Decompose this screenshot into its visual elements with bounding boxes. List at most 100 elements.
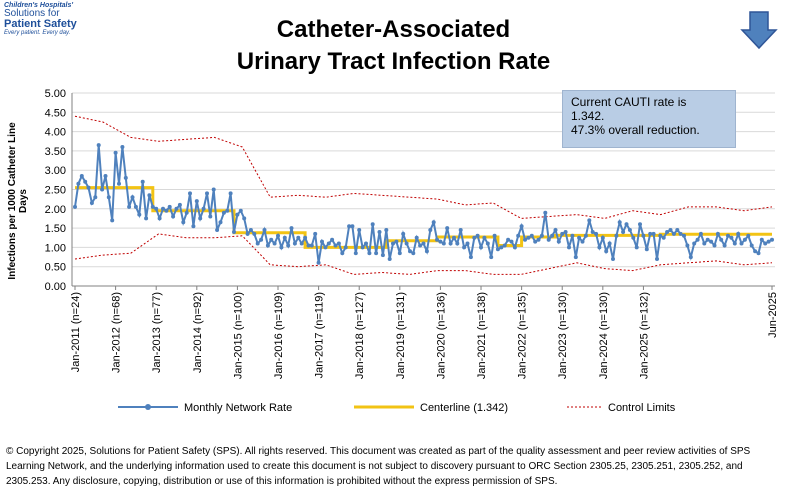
monthly-rate-point <box>340 251 345 256</box>
x-tick-label: Jan-2016 (n=109) <box>273 292 285 379</box>
monthly-rate-point <box>364 241 368 246</box>
monthly-rate-point <box>289 226 294 231</box>
monthly-rate-point <box>320 239 324 244</box>
monthly-rate-point <box>133 204 138 209</box>
monthly-rate-point <box>567 245 571 250</box>
monthly-rate-point <box>475 233 480 238</box>
monthly-rate-point <box>188 191 192 196</box>
monthly-rate-point <box>117 181 121 186</box>
monthly-rate-point <box>746 233 751 238</box>
monthly-rate-point <box>458 228 463 232</box>
monthly-rate-point <box>614 233 619 238</box>
callout-line-2: 1.342. <box>571 109 605 123</box>
monthly-rate-point <box>292 241 297 246</box>
monthly-rate-point <box>465 241 470 246</box>
monthly-rate-point <box>648 231 653 236</box>
monthly-rate-point <box>225 208 230 213</box>
monthly-rate-point <box>519 224 524 229</box>
monthly-rate-point <box>130 195 135 200</box>
monthly-rate-point <box>431 220 436 225</box>
monthly-rate-point <box>502 243 507 248</box>
monthly-rate-point <box>401 231 406 236</box>
x-tick-label: Jan-2023 (n=130) <box>557 292 569 379</box>
monthly-rate-point <box>408 249 412 254</box>
monthly-rate-point <box>468 255 473 260</box>
monthly-rate-point <box>235 212 240 217</box>
monthly-rate-point <box>248 228 253 232</box>
monthly-rate-point <box>411 251 416 256</box>
monthly-rate-point <box>580 239 585 244</box>
monthly-rate-point <box>702 241 707 246</box>
x-tick-label: Jun-2025 <box>767 292 779 338</box>
monthly-rate-point <box>171 214 176 219</box>
monthly-rate-point <box>73 204 77 209</box>
monthly-rate-point <box>421 241 426 246</box>
monthly-rate-point <box>678 231 683 236</box>
x-tick-label: Jan-2014 (n=92) <box>192 292 204 373</box>
monthly-rate-point <box>113 150 118 155</box>
monthly-rate-point <box>712 243 717 248</box>
x-tick-label: Jan-2017 (n=119) <box>314 292 326 378</box>
monthly-rate-point <box>655 257 659 261</box>
monthly-rate-point <box>259 237 264 242</box>
monthly-rate-point <box>262 228 267 232</box>
monthly-rate-point <box>127 204 132 209</box>
monthly-rate-point <box>316 260 321 265</box>
x-tick-label: Jan-2011 (n=24) <box>70 292 82 372</box>
upper-control-limit <box>74 115 773 219</box>
logo-tagline: Every patient. Every day. <box>4 30 71 36</box>
monthly-rate-point <box>441 241 446 246</box>
monthly-rate-point <box>296 235 301 240</box>
monthly-rate-point <box>397 251 402 256</box>
callout-line-3: 47.3% overall reduction. <box>571 123 700 137</box>
monthly-rate-point <box>661 235 666 240</box>
monthly-rate-point <box>631 235 636 240</box>
monthly-rate-point <box>265 243 270 248</box>
monthly-rate-point <box>438 239 443 244</box>
monthly-rate-point <box>550 233 555 238</box>
monthly-rate-point <box>157 216 162 221</box>
monthly-rate-point <box>719 237 724 242</box>
x-tick-label: Jan-2025 (n=132) <box>638 292 650 379</box>
monthly-rate-point <box>692 241 697 246</box>
monthly-rate-point <box>594 231 599 236</box>
monthly-rate-point <box>489 255 494 260</box>
monthly-rate-point <box>445 226 450 231</box>
monthly-rate-point <box>391 241 395 246</box>
monthly-rate-point <box>238 208 243 213</box>
monthly-rate-point <box>587 218 592 223</box>
monthly-rate-point <box>269 237 274 242</box>
title-line-1: Catheter-Associated <box>276 16 511 43</box>
monthly-rate-point <box>208 214 213 219</box>
monthly-rate-point <box>367 251 372 256</box>
x-tick-label: Jan-2018 (n=127) <box>354 292 366 379</box>
monthly-rate-point <box>563 230 568 234</box>
monthly-rate-point <box>759 237 764 242</box>
monthly-rate-point <box>164 208 169 213</box>
sps-logo: Children's Hospitals' Solutions for Pati… <box>4 2 104 42</box>
monthly-rate-point <box>705 237 710 242</box>
monthly-rate-point <box>333 243 338 248</box>
monthly-rate-point <box>709 239 714 244</box>
monthly-rate-point <box>198 216 203 221</box>
monthly-rate-point <box>215 228 220 232</box>
monthly-rate-point <box>424 249 429 254</box>
y-tick-label: 5.00 <box>45 88 66 100</box>
monthly-rate-point <box>154 206 159 211</box>
monthly-rate-point <box>641 233 646 238</box>
monthly-rate-point <box>83 179 88 184</box>
monthly-rate-point <box>529 233 534 238</box>
monthly-rate-point <box>384 228 389 232</box>
monthly-rate-point <box>303 235 308 240</box>
y-tick-label: 2.00 <box>45 204 66 216</box>
monthly-rate-point <box>353 251 358 256</box>
monthly-rate-point <box>698 231 703 236</box>
monthly-rate-point <box>404 241 409 246</box>
y-tick-label: 4.00 <box>45 127 66 139</box>
y-tick-label: 1.00 <box>45 242 66 254</box>
monthly-rate-point <box>590 230 595 234</box>
monthly-rate-point <box>336 241 341 246</box>
monthly-rate-point <box>455 241 460 246</box>
monthly-rate-point <box>715 231 720 236</box>
monthly-rate-point <box>110 218 115 223</box>
